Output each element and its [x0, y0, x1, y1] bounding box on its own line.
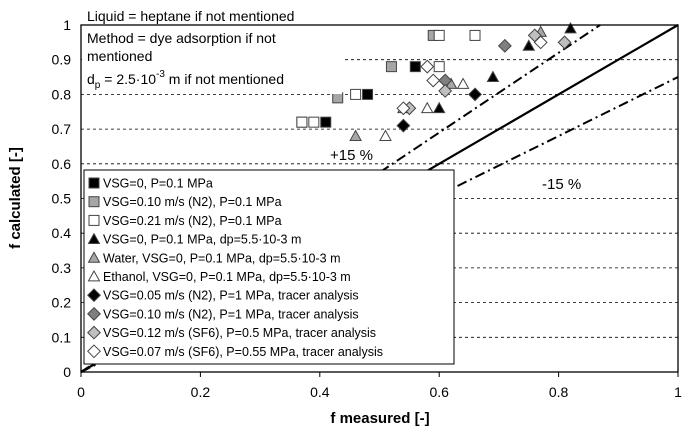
- legend-label: VSG=0.12 m/s (SF6), P=0.5 MPa, tracer an…: [103, 326, 376, 340]
- legend-label: VSG=0.10 m/s (N2), P=1 MPa, tracer analy…: [103, 307, 359, 321]
- reference-line-minus15: [80, 76, 679, 373]
- data-point: [426, 73, 441, 88]
- legend-label: VSG=0, P=0.1 MPa: [103, 177, 213, 191]
- annotation-minus-15: -15 %: [542, 176, 581, 193]
- data-point: [396, 118, 411, 133]
- x-tick-label: 0.8: [549, 384, 569, 400]
- data-point: [332, 92, 344, 104]
- note-line-4-sup: -3: [156, 69, 165, 80]
- data-point: [486, 70, 500, 82]
- note-line-1: Liquid = heptane if not mentioned: [87, 8, 294, 24]
- data-point: [433, 29, 445, 41]
- data-point: [522, 39, 536, 51]
- annotation-plus-15: +15 %: [330, 147, 373, 164]
- y-tick-label: 0.9: [52, 52, 72, 68]
- y-tick-label: 0.2: [52, 295, 72, 311]
- data-point: [557, 35, 572, 50]
- data-point: [320, 116, 332, 128]
- legend-marker: [88, 177, 100, 189]
- data-point: [350, 88, 362, 100]
- notes-background: [82, 26, 342, 94]
- note-line-2: Method = dye adsorption if not: [87, 30, 276, 46]
- legend-label: VSG=0.21 m/s (N2), P=0.1 MPa: [103, 214, 282, 228]
- data-points: [296, 21, 577, 141]
- data-point: [296, 116, 308, 128]
- legend-marker: [88, 214, 100, 226]
- y-axis-label: f calculated [-]: [7, 147, 24, 249]
- note-line-4: dp = 2.5·10-3 m if not mentioned: [87, 69, 284, 91]
- y-tick-label: 0: [63, 364, 71, 380]
- y-tick-label: 0.3: [52, 260, 72, 276]
- legend-label: VSG=0, P=0.1 MPa, dp=5.5·10-3 m: [103, 233, 301, 247]
- plot-area-frame: [80, 24, 679, 373]
- data-point: [469, 29, 481, 41]
- note-line-4-sub: p: [95, 80, 101, 91]
- y-tick-label: 0.7: [52, 121, 72, 137]
- legend-marker: [87, 232, 101, 244]
- legend-label: Water, VSG=0, P=0.1 MPa, dp=5.5·10-3 m: [103, 251, 341, 265]
- notes-box: Liquid = heptane if not mentioned Method…: [82, 8, 342, 94]
- data-point: [533, 35, 548, 50]
- y-tick-label: 0.5: [52, 191, 72, 207]
- data-point: [432, 101, 446, 114]
- y-tick-label: 0.8: [52, 86, 72, 102]
- y-tick-label: 0.6: [52, 156, 72, 172]
- x-axis-label: f measured [-]: [330, 410, 429, 427]
- y-tick-label: 0.4: [52, 225, 72, 241]
- data-point: [420, 101, 434, 114]
- legend-marker: [87, 288, 101, 303]
- data-point: [379, 129, 392, 141]
- data-point: [456, 77, 470, 89]
- legend-label: VSG=0.05 m/s (N2), P=1 MPa, tracer analy…: [103, 289, 359, 303]
- data-point: [420, 59, 435, 74]
- legend-marker: [88, 196, 100, 208]
- x-tick-label: 0: [77, 384, 85, 400]
- x-tick-label: 1: [674, 384, 682, 400]
- y-tick-label: 0.1: [52, 329, 72, 345]
- legend-marker: [87, 306, 101, 321]
- data-point: [438, 83, 453, 98]
- legend-label: Ethanol, VSG=0, P=0.1 MPa, dp=5.5·10-3 m: [103, 270, 351, 284]
- data-point: [349, 129, 362, 141]
- x-tick-label: 0.2: [191, 384, 211, 400]
- data-point: [396, 101, 411, 116]
- data-point: [409, 61, 421, 73]
- note-line-3: mentioned: [87, 48, 152, 64]
- legend-box: [83, 169, 455, 365]
- x-tick-label: 0.4: [310, 384, 330, 400]
- x-tick-label: 0.6: [429, 384, 449, 400]
- note-line-4-main: d: [87, 71, 95, 87]
- legend-marker: [87, 251, 101, 263]
- legend-marker: [87, 269, 101, 282]
- data-point: [497, 38, 512, 53]
- data-point: [362, 88, 374, 100]
- data-point: [433, 61, 445, 73]
- legend-label: VSG=0.10 m/s (N2), P=0.1 MPa: [103, 195, 282, 209]
- note-line-4-end: m if not mentioned: [165, 71, 284, 87]
- legend-marker: [87, 325, 101, 340]
- legend-label: VSG=0.07 m/s (SF6), P=0.55 MPa, tracer a…: [103, 345, 383, 359]
- y-tick-label: 1: [63, 17, 71, 33]
- data-point: [564, 21, 577, 34]
- legend-marker: [87, 344, 101, 359]
- data-point: [308, 116, 320, 128]
- data-point: [468, 87, 482, 102]
- axis-ticks: 0 0.1 0.2 0.3 0.4 0.5 0.6 0.7 0.8 0.9 1 0 0.2 0.4 0.6 0…: [52, 17, 683, 400]
- data-point: [385, 61, 397, 73]
- note-line-4-rest: = 2.5·10: [100, 71, 156, 87]
- legend: VSG=0, P=0.1 MPa VSG=0.10 m/s (N2), P=0.1…: [83, 169, 455, 365]
